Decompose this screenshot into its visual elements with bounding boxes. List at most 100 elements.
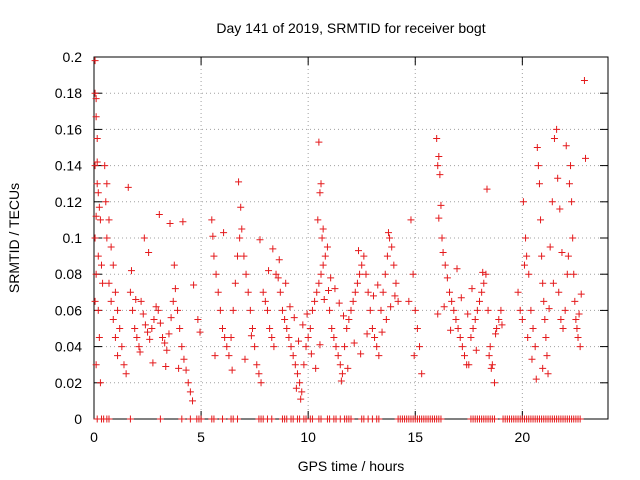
data-point xyxy=(349,297,357,305)
data-point xyxy=(174,306,182,314)
data-point xyxy=(337,377,345,385)
data-point xyxy=(529,325,537,332)
data-point xyxy=(92,270,100,278)
data-point xyxy=(281,315,289,323)
data-point xyxy=(242,270,250,278)
data-point xyxy=(155,210,163,218)
data-point xyxy=(345,315,353,323)
data-point xyxy=(228,366,236,374)
data-point xyxy=(409,270,417,278)
data-point xyxy=(141,321,149,329)
data-point xyxy=(282,279,290,287)
data-point xyxy=(189,397,197,405)
data-point xyxy=(518,315,526,323)
data-point xyxy=(473,306,481,314)
data-point xyxy=(244,288,252,296)
data-point xyxy=(223,343,231,351)
data-point xyxy=(276,288,284,296)
data-point xyxy=(407,216,415,224)
data-point xyxy=(374,281,382,289)
data-point xyxy=(241,355,249,363)
data-point xyxy=(287,343,295,351)
data-point xyxy=(495,315,503,323)
data-point xyxy=(116,325,124,332)
data-point xyxy=(390,261,398,269)
data-point xyxy=(418,370,426,378)
data-point xyxy=(485,352,493,360)
data-point xyxy=(290,314,298,322)
data-point xyxy=(269,245,277,253)
data-point xyxy=(525,270,533,278)
x-tick-label: 5 xyxy=(197,429,205,445)
data-point xyxy=(488,361,496,369)
data-point xyxy=(169,297,177,305)
data-point xyxy=(531,343,539,351)
data-point xyxy=(248,325,256,332)
data-point xyxy=(416,343,424,351)
data-point xyxy=(186,415,194,423)
data-point xyxy=(268,415,276,423)
data-point xyxy=(263,306,271,314)
data-point xyxy=(458,343,466,351)
data-point xyxy=(316,341,324,349)
data-point xyxy=(577,290,585,298)
x-tick-label: 20 xyxy=(515,429,531,445)
data-point xyxy=(319,225,327,233)
data-point xyxy=(326,306,334,314)
data-point xyxy=(572,315,580,323)
data-point xyxy=(553,125,561,133)
data-point xyxy=(97,261,105,269)
data-point xyxy=(363,330,371,338)
data-point xyxy=(493,325,501,332)
data-point xyxy=(167,314,175,322)
data-point xyxy=(146,335,154,343)
y-axis-label: SRMTID / TECUs xyxy=(6,183,22,293)
data-point xyxy=(209,232,217,240)
data-point xyxy=(190,281,198,289)
data-point xyxy=(278,306,286,314)
data-point xyxy=(210,252,218,260)
data-point xyxy=(480,279,488,287)
data-point xyxy=(256,236,264,244)
data-point xyxy=(220,229,228,237)
data-point xyxy=(454,325,462,332)
data-point xyxy=(487,364,495,372)
data-point xyxy=(253,361,261,369)
data-point xyxy=(544,370,552,378)
data-point xyxy=(549,279,557,287)
data-point xyxy=(308,415,316,423)
data-point xyxy=(471,315,479,323)
data-point xyxy=(91,234,99,242)
data-point xyxy=(219,325,226,332)
data-point xyxy=(144,328,152,336)
data-point xyxy=(394,297,402,305)
data-point xyxy=(497,306,505,314)
data-point xyxy=(311,297,319,305)
grid-lines xyxy=(94,57,608,419)
data-point xyxy=(317,415,325,423)
data-point xyxy=(314,216,322,224)
data-point xyxy=(405,297,413,305)
data-point xyxy=(465,361,473,369)
data-point xyxy=(453,265,461,273)
data-point xyxy=(154,306,162,314)
data-point xyxy=(469,325,477,332)
data-point xyxy=(148,325,156,332)
data-point xyxy=(219,415,226,423)
data-point xyxy=(482,270,490,278)
data-point xyxy=(472,346,480,354)
data-point xyxy=(561,306,569,314)
data-point xyxy=(126,288,134,296)
y-tick-label: 0.16 xyxy=(55,121,82,137)
data-point xyxy=(535,180,543,188)
data-point xyxy=(175,364,183,372)
data-point xyxy=(523,252,531,260)
data-point xyxy=(152,303,160,311)
data-point xyxy=(392,279,400,287)
data-point xyxy=(251,343,259,351)
data-point xyxy=(350,339,358,347)
y-tick-label: 0.02 xyxy=(55,375,82,391)
data-point xyxy=(478,288,486,296)
x-tick-label: 10 xyxy=(300,429,316,445)
data-point xyxy=(296,379,304,387)
